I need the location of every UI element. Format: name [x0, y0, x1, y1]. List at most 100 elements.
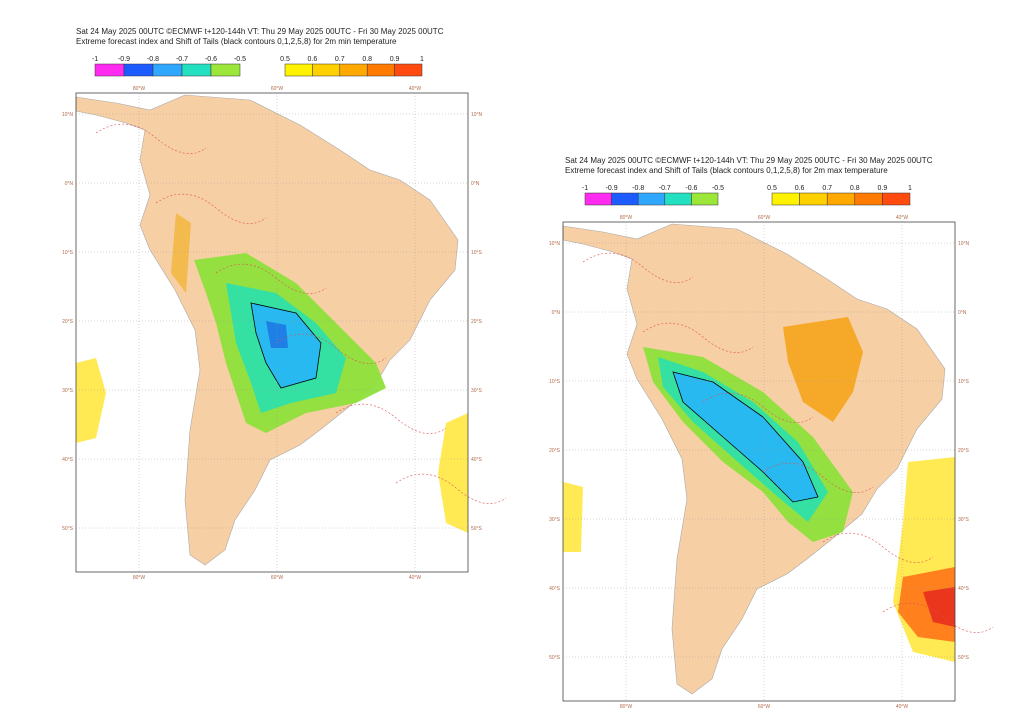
map: 80°W 80°W 60°W 60°W 40°W 40°W 10°N 10°N 0°N 0°N 10…	[62, 86, 507, 581]
lat-label: 40°S	[958, 586, 970, 592]
colorbar-swatch	[664, 192, 692, 206]
lat-label: 10°S	[471, 250, 483, 256]
title-line: Extreme forecast index and Shift of Tail…	[76, 37, 397, 46]
lat-label: 40°S	[549, 586, 561, 592]
colorbar-swatch	[771, 192, 800, 206]
colorbar-swatch	[339, 63, 368, 77]
colorbar-swatch	[854, 192, 883, 206]
colorbar-label: 0.8	[362, 56, 372, 63]
lat-label: 10°S	[62, 250, 74, 256]
lat-label: 50°S	[958, 655, 970, 661]
dashed-contour	[582, 252, 694, 283]
lat-label: 30°S	[549, 517, 561, 523]
lon-label: 80°W	[133, 86, 146, 92]
lat-label: 30°S	[62, 388, 74, 394]
colorbar-swatch	[284, 63, 313, 77]
dashed-contour	[275, 333, 387, 364]
lat-label: 50°S	[62, 526, 74, 532]
efi-area	[438, 413, 468, 533]
lat-label: 30°S	[471, 388, 483, 394]
lon-label: 40°W	[896, 704, 909, 710]
colorbar-label: -0.5	[712, 185, 724, 192]
colorbar-swatch	[366, 63, 395, 77]
efi-area	[563, 482, 583, 552]
efi-area	[923, 587, 955, 627]
efi-area	[266, 321, 288, 348]
dashed-contour	[335, 403, 447, 434]
colorbar-label: -0.5	[234, 56, 246, 63]
dashed-contour	[702, 392, 814, 423]
dashed-contour	[395, 473, 507, 504]
lat-label: 30°S	[958, 517, 970, 523]
efi-area	[673, 372, 818, 502]
colorbar-label: -0.9	[606, 185, 618, 192]
colorbar-label: 0.5	[280, 56, 290, 63]
colorbar-label: 0.9	[878, 185, 888, 192]
colorbar-swatch	[123, 63, 154, 77]
lat-label: 0°N	[552, 310, 561, 316]
lon-label: 80°W	[133, 575, 146, 581]
colorbar-label: 0.5	[767, 185, 777, 192]
colorbar-swatch	[181, 63, 212, 77]
colorbar-swatch	[210, 63, 241, 77]
lon-label: 60°W	[271, 86, 284, 92]
colorbar-label: 0.7	[335, 56, 345, 63]
dashed-contour	[882, 602, 994, 633]
map-frame	[75, 92, 469, 573]
lon-label: 60°W	[758, 704, 771, 710]
colorbar-label: -1	[582, 185, 588, 192]
colorbar-label: -0.6	[205, 56, 217, 63]
colorbar-swatch	[584, 192, 612, 206]
colorbar-label: -0.7	[176, 56, 188, 63]
lat-label: 20°S	[471, 319, 483, 325]
lat-label: 50°S	[549, 655, 561, 661]
efi-area	[76, 358, 106, 443]
lat-label: 40°S	[62, 457, 74, 463]
colorbar-label: -0.6	[685, 185, 697, 192]
dashed-contour	[762, 462, 874, 493]
colorbar-label: -0.7	[659, 185, 671, 192]
efi-area	[783, 317, 863, 422]
lon-label: 60°W	[271, 575, 284, 581]
lat-label: 20°S	[62, 319, 74, 325]
colorbar-label: 1	[908, 185, 912, 192]
lon-label: 60°W	[758, 215, 771, 221]
dashed-contour	[822, 532, 934, 563]
lat-label: 40°S	[471, 457, 483, 463]
lon-label: 40°W	[896, 215, 909, 221]
lat-label: 20°S	[549, 448, 561, 454]
lat-label: 10°S	[958, 379, 970, 385]
colorbar-swatch	[611, 192, 639, 206]
efi-area	[171, 213, 191, 293]
lat-label: 10°N	[471, 112, 483, 118]
lon-label: 80°W	[620, 704, 633, 710]
lat-label: 0°N	[471, 181, 480, 187]
colorbar-label: 0.6	[308, 56, 318, 63]
dashed-contour	[215, 263, 327, 294]
sot-contour	[250, 302, 322, 389]
lat-label: 20°S	[958, 448, 970, 454]
colorbar-label: 1	[420, 56, 424, 63]
dashed-contour	[95, 123, 207, 154]
lat-label: 0°N	[958, 310, 967, 316]
colorbar-swatch	[94, 63, 125, 77]
colorbar-label: 0.7	[822, 185, 832, 192]
lat-label: 10°N	[62, 112, 74, 118]
colorbar-label: -1	[92, 56, 98, 63]
lon-label: 80°W	[620, 215, 633, 221]
dashed-contour	[155, 193, 267, 224]
lon-label: 40°W	[409, 575, 422, 581]
lat-label: 10°S	[549, 379, 561, 385]
lat-label: 0°N	[65, 181, 74, 187]
colorbar-label: -0.8	[632, 185, 644, 192]
colorbar-swatch	[312, 63, 341, 77]
lat-label: 10°N	[549, 241, 561, 247]
colorbar-swatch	[152, 63, 183, 77]
sot-contour	[672, 371, 819, 503]
colorbar-swatch	[394, 63, 423, 77]
colorbar-swatch	[826, 192, 856, 206]
colorbar-swatch	[637, 192, 666, 206]
lat-label: 50°S	[471, 526, 483, 532]
colorbar-swatch	[799, 192, 828, 206]
